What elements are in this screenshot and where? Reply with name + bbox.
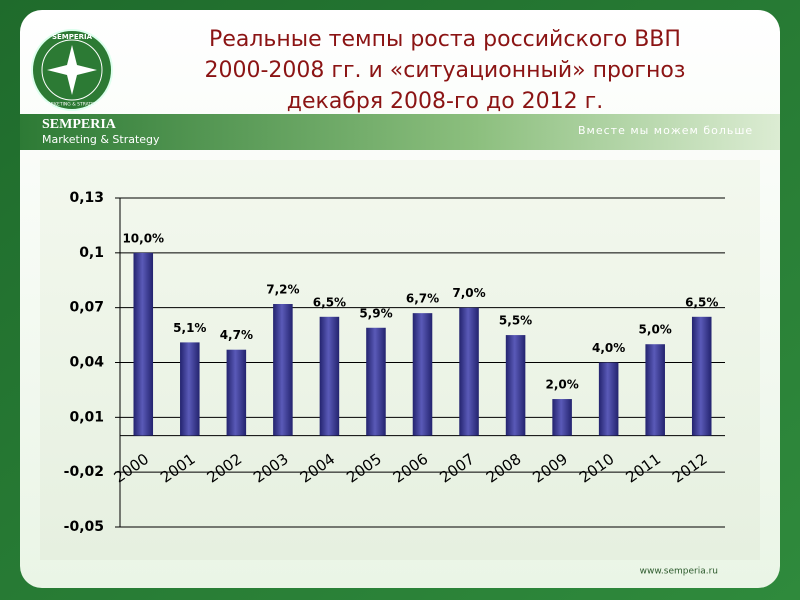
value-label: 2,0% (545, 378, 578, 392)
bar (273, 304, 293, 436)
title-line: декабря 2008-го до 2012 г. (287, 89, 603, 114)
bar (459, 307, 479, 436)
value-label: 4,0% (592, 341, 625, 355)
value-label: 6,5% (313, 295, 346, 309)
bar (645, 344, 665, 436)
slogan: Вместе мы можем больше (578, 124, 753, 137)
brand-sub: Marketing & Strategy (42, 133, 160, 146)
value-label: 5,5% (499, 314, 532, 328)
bar (598, 362, 619, 436)
brand: SEMPERIA (42, 117, 117, 132)
value-label: 10,0% (122, 231, 164, 245)
footer-url: www.semperia.ru (640, 567, 718, 577)
value-label: 4,7% (220, 328, 253, 342)
bar (552, 399, 572, 436)
value-label: 7,0% (452, 286, 485, 300)
y-tick-label: -0,05 (64, 519, 104, 535)
y-tick-label: 0,13 (69, 190, 104, 206)
logo-top: SEMPERIA (52, 33, 93, 41)
value-label: 5,9% (359, 306, 392, 320)
title-line: Реальные темпы роста российского ВВП (209, 27, 681, 52)
bar (691, 316, 712, 436)
value-label: 6,5% (685, 295, 718, 309)
bar (366, 327, 386, 436)
banner (20, 114, 780, 150)
value-label: 5,1% (173, 321, 206, 335)
plot-background (40, 160, 760, 560)
y-tick-label: 0,01 (69, 409, 104, 425)
bar (226, 349, 247, 436)
value-label: 5,0% (639, 323, 672, 337)
title-line: 2000-2008 гг. и «ситуационный» прогноз (204, 58, 685, 83)
y-tick-label: 0,1 (79, 245, 104, 261)
y-tick-label: -0,02 (64, 464, 104, 480)
bar (180, 342, 200, 436)
value-label: 6,7% (406, 292, 439, 306)
y-tick-label: 0,04 (69, 355, 104, 371)
y-tick-label: 0,07 (69, 300, 104, 316)
bar (412, 313, 433, 436)
logo: SEMPERIA MARKETING & STRATEGY (31, 29, 113, 111)
logo-bottom: MARKETING & STRATEGY (44, 102, 100, 108)
bar (505, 335, 526, 436)
bar (319, 316, 340, 436)
bar (133, 252, 154, 436)
value-label: 7,2% (266, 283, 299, 297)
